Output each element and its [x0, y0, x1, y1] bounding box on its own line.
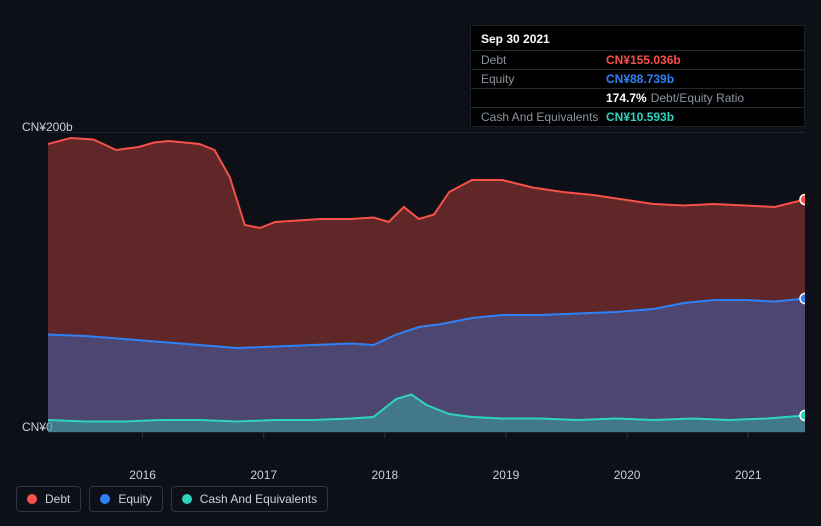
tooltip-date: Sep 30 2021: [471, 26, 804, 50]
x-axis-label: 2018: [372, 468, 399, 482]
x-axis-label: 2020: [614, 468, 641, 482]
chart-plot: [48, 132, 805, 442]
legend-dot-icon: [182, 494, 192, 504]
tooltip-label: Equity: [481, 72, 606, 86]
chart-legend: Debt Equity Cash And Equivalents: [16, 486, 328, 512]
x-axis-label: 2017: [250, 468, 277, 482]
tooltip-row-cash: Cash And Equivalents CN¥10.593b: [471, 107, 804, 126]
legend-dot-icon: [100, 494, 110, 504]
legend-label: Debt: [45, 492, 70, 506]
tooltip-row-debt: Debt CN¥155.036b: [471, 50, 804, 69]
legend-item-debt[interactable]: Debt: [16, 486, 81, 512]
tooltip-label: Debt: [481, 53, 606, 67]
legend-label: Cash And Equivalents: [200, 492, 317, 506]
legend-item-equity[interactable]: Equity: [89, 486, 162, 512]
end-dot-equity: [800, 294, 805, 304]
tooltip-value: CN¥88.739b: [606, 72, 674, 86]
x-ticks: [143, 432, 749, 438]
tooltip-row-equity: Equity CN¥88.739b: [471, 69, 804, 88]
x-axis-label: 2019: [493, 468, 520, 482]
end-dot-cash: [800, 411, 805, 421]
x-axis-label: 2021: [735, 468, 762, 482]
tooltip-row-ratio: 174.7%Debt/Equity Ratio: [471, 88, 804, 107]
legend-dot-icon: [27, 494, 37, 504]
chart-areas: [48, 138, 805, 432]
legend-item-cash[interactable]: Cash And Equivalents: [171, 486, 328, 512]
chart-tooltip: Sep 30 2021 Debt CN¥155.036b Equity CN¥8…: [470, 25, 805, 127]
tooltip-value: CN¥155.036b: [606, 53, 681, 67]
tooltip-label-blank: [481, 91, 606, 105]
tooltip-label: Cash And Equivalents: [481, 110, 606, 124]
end-dot-debt: [800, 195, 805, 205]
legend-label: Equity: [118, 492, 151, 506]
tooltip-value: CN¥10.593b: [606, 110, 674, 124]
x-axis-label: 2016: [129, 468, 156, 482]
tooltip-ratio: 174.7%Debt/Equity Ratio: [606, 91, 744, 105]
